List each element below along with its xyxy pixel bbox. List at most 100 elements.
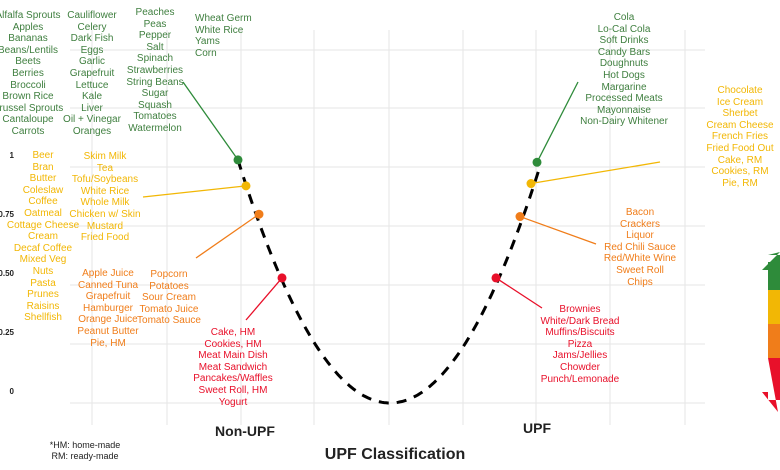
- food-label: Yogurt: [218, 396, 248, 408]
- food-label: Sour Cream: [142, 292, 196, 304]
- food-label: Oranges: [72, 125, 112, 137]
- food-label: Beets: [15, 56, 41, 68]
- food-label: Cauliflower: [67, 10, 117, 21]
- leader-line: [195, 213, 260, 259]
- y-tick-label: 0.25: [0, 328, 14, 337]
- food-label: Dark Fish: [70, 33, 114, 45]
- y-tick-label: 0.75: [0, 210, 14, 219]
- y-tick-label: 0: [9, 387, 14, 396]
- food-label: Garlic: [78, 56, 106, 68]
- food-label: Peanut Butter: [77, 325, 139, 337]
- food-label: Broccoli: [10, 79, 46, 91]
- food-label: Corn: [195, 47, 217, 59]
- food-label: Tomato Juice: [139, 303, 199, 315]
- food-label: Bacon: [625, 207, 655, 218]
- x-axis-title: UPF Classification: [324, 446, 466, 463]
- category-non-upf: Non-UPF: [215, 423, 275, 439]
- arrow-down-red: [762, 358, 780, 412]
- y-tick-label: 0.50: [0, 269, 14, 278]
- food-label: Coleslaw: [22, 184, 64, 196]
- food-label: Skim Milk: [83, 151, 127, 162]
- food-label: Pie, RM: [722, 177, 758, 189]
- food-label: Cream Cheese: [706, 119, 774, 131]
- food-label: White Rice: [195, 24, 244, 36]
- label-group-green: Cola Lo-Cal Cola Soft Drinks Candy Bars Doug…: [580, 12, 668, 128]
- food-label: Meat Main Dish: [198, 350, 268, 362]
- data-point-yellow: [241, 181, 251, 191]
- food-label: Tofu/Soybeans: [71, 174, 139, 186]
- food-label: Liver: [81, 102, 103, 114]
- food-label: Whole Milk: [80, 197, 130, 209]
- label-group-yellow: Skim Milk Tea Tofu/Soybeans White Rice Whole…: [69, 151, 140, 244]
- label-group-green: Peaches Peas Pepper Salt Spinach Strawberries…: [126, 7, 183, 135]
- food-label: Chips: [627, 276, 653, 288]
- label-group-orange: Bacon Crackers Liquor Red Chili Sauce Red/Wh…: [604, 207, 676, 288]
- food-label: Cake, RM: [717, 154, 763, 166]
- food-label: Decaf Coffee: [13, 242, 73, 254]
- food-label: Hot Dogs: [603, 69, 645, 81]
- data-point-orange: [515, 212, 525, 222]
- food-label: Margarine: [601, 81, 647, 93]
- label-group-red: Brownies White/Dark Bread Muffins/Biscuits…: [541, 304, 620, 385]
- food-label: Cottage Cheese: [6, 219, 80, 231]
- food-label: Beer: [32, 150, 54, 161]
- food-label: Peas: [143, 18, 167, 30]
- leader-line: [142, 185, 247, 198]
- food-label: Popcorn: [150, 269, 188, 280]
- food-label: Brownies: [559, 304, 601, 315]
- food-label: Butter: [29, 173, 57, 185]
- food-label: Tea: [96, 162, 114, 174]
- food-label: Berries: [12, 67, 44, 79]
- label-group-yellow: Chocolate Ice Cream Sherbet Cream Cheese Fre…: [706, 85, 773, 189]
- food-label: White Rice: [80, 185, 130, 197]
- footnote-line: *HM: home-made: [49, 440, 121, 450]
- y-tick-label: 1: [9, 151, 14, 160]
- food-label: Beans/Lentils: [0, 44, 59, 56]
- data-point-green: [532, 157, 542, 167]
- food-label: Mayonnaise: [597, 104, 651, 116]
- leader-line: [519, 215, 597, 245]
- data-point-orange: [254, 209, 264, 219]
- data-point-red: [491, 273, 501, 283]
- food-label: Crackers: [619, 218, 660, 230]
- food-label: Pie, HM: [90, 337, 126, 349]
- food-label: Bananas: [8, 33, 48, 45]
- data-point-yellow: [526, 179, 536, 189]
- food-label: Cream: [27, 231, 58, 243]
- label-group-green: Wheat Germ White Rice Yams Corn: [195, 13, 252, 59]
- arrow-band-orange: [768, 324, 780, 358]
- food-label: Strawberries: [126, 64, 184, 76]
- food-label: Jams/Jellies: [552, 350, 608, 362]
- food-label: Liquor: [626, 230, 654, 242]
- food-label: Hamburger: [82, 302, 134, 314]
- food-label: Mixed Veg: [19, 254, 67, 266]
- food-label: Doughnuts: [599, 58, 649, 70]
- label-group-orange: Apple Juice Canned Tuna Grapefruit Hamburge…: [77, 268, 138, 349]
- food-label: Cola: [613, 12, 635, 23]
- food-label: Punch/Lemonade: [540, 373, 620, 385]
- food-label: Mustard: [86, 220, 124, 232]
- food-label: Grapefruit: [85, 291, 131, 303]
- food-label: Chicken w/ Skin: [69, 208, 141, 220]
- food-label: Carrots: [11, 125, 45, 137]
- food-label: Pizza: [567, 338, 593, 350]
- food-label: Sweet Roll: [616, 264, 664, 276]
- food-label: Cookies, RM: [711, 166, 769, 178]
- food-label: Celery: [77, 21, 107, 33]
- food-label: Raisins: [26, 300, 60, 312]
- food-label: French Fries: [711, 131, 769, 143]
- food-label: Nuts: [32, 265, 54, 277]
- food-label: Oil + Vinegar: [63, 114, 121, 126]
- food-label: Canned Tuna: [77, 279, 139, 291]
- food-label: Alfalfa Sprouts: [0, 10, 61, 21]
- food-label: Lettuce: [75, 79, 109, 91]
- food-label: Non-Dairy Whitener: [580, 116, 668, 128]
- food-label: Cookies, HM: [204, 338, 262, 350]
- food-label: Squash: [138, 99, 172, 111]
- food-label: Apple Juice: [82, 268, 134, 279]
- food-label: Kale: [81, 91, 102, 103]
- food-label: Grapefruit: [69, 67, 115, 79]
- food-label: Pancakes/Waffles: [193, 373, 273, 385]
- leader-line: [182, 81, 239, 161]
